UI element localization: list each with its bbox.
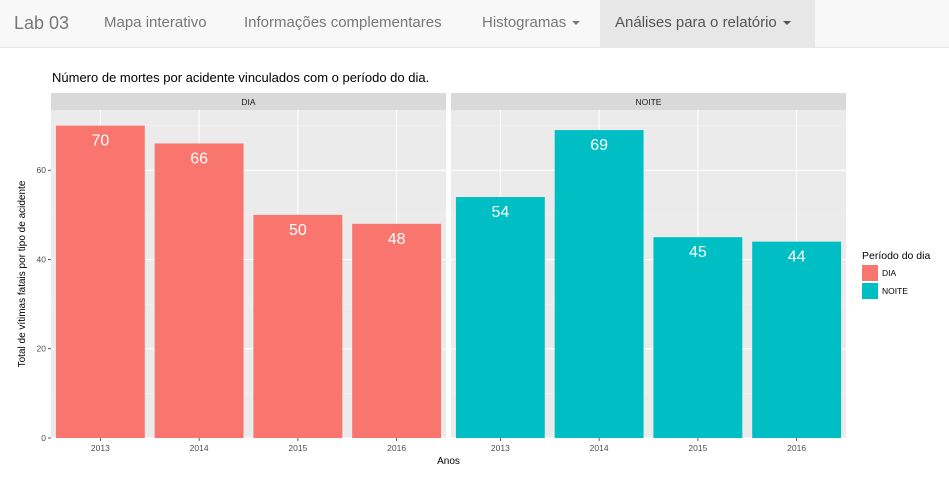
- caret-down-icon: [782, 21, 791, 26]
- bar: [554, 130, 644, 438]
- bar-value-label: 50: [289, 222, 307, 239]
- facet-strip-label: DIA: [241, 97, 256, 107]
- facet-strip-label: NOITE: [636, 97, 662, 107]
- chart-title: Número de mortes por acidente vinculados…: [52, 70, 430, 85]
- x-tick-label: 2014: [590, 443, 609, 453]
- nav-item-analises-relatorio[interactable]: Análises para o relatório: [600, 0, 815, 47]
- x-tick-label: 2015: [688, 443, 707, 453]
- nav-item-label: Informações complementares: [244, 14, 442, 31]
- nav-item-histogramas[interactable]: Histogramas: [467, 0, 595, 47]
- facet-strip: [451, 93, 846, 110]
- nav-item-informacoes-complementares[interactable]: Informações complementares: [229, 0, 457, 47]
- bar-value-label: 66: [190, 150, 208, 167]
- bar: [55, 125, 145, 438]
- legend-title: Período do dia: [862, 250, 930, 262]
- bar-value-label: 54: [491, 204, 509, 221]
- y-axis-title: Total de vítimas fatais por tipo de acid…: [17, 180, 28, 367]
- bar-value-label: 69: [590, 137, 608, 154]
- caret-down-icon: [572, 21, 581, 26]
- bar: [752, 241, 842, 438]
- nav-item-mapa-interativo[interactable]: Mapa interativo: [89, 0, 222, 47]
- faceted-bar-chart: DIA 70 66 50 48 2013 2014 2015 2016 NOITE 54 69 45 44…: [17, 93, 930, 467]
- x-tick-label: 2013: [91, 443, 110, 453]
- bar: [154, 143, 244, 438]
- bar: [455, 197, 545, 438]
- bar: [653, 237, 743, 438]
- bar-value-label: 44: [788, 249, 806, 266]
- x-tick-label: 2013: [491, 443, 510, 453]
- nav-item-label: Histogramas: [482, 14, 567, 31]
- legend-key: [862, 265, 878, 281]
- legend-key: [862, 283, 878, 299]
- nav-item-label: Análises para o relatório: [615, 14, 777, 31]
- x-axis-title: Anos: [437, 456, 460, 467]
- y-tick-label: 0: [41, 433, 46, 443]
- legend-label: DIA: [882, 268, 897, 278]
- legend-label: NOITE: [882, 286, 908, 296]
- x-tick-label: 2016: [787, 443, 806, 453]
- navbar: Lab 03 Mapa interativo Informações compl…: [0, 0, 949, 48]
- brand-link[interactable]: Lab 03: [14, 13, 70, 33]
- x-tick-label: 2015: [288, 443, 307, 453]
- bar-value-label: 45: [689, 244, 707, 261]
- nav-item-label: Mapa interativo: [104, 14, 207, 31]
- y-tick-label: 40: [37, 254, 47, 264]
- bar: [253, 214, 343, 438]
- bar-value-label: 48: [388, 231, 406, 248]
- bar: [352, 223, 442, 438]
- y-tick-label: 60: [37, 165, 47, 175]
- y-tick-label: 20: [37, 344, 47, 354]
- x-tick-label: 2016: [387, 443, 406, 453]
- facet-strip: [51, 93, 446, 110]
- x-tick-label: 2014: [190, 443, 209, 453]
- bar-value-label: 70: [91, 133, 109, 150]
